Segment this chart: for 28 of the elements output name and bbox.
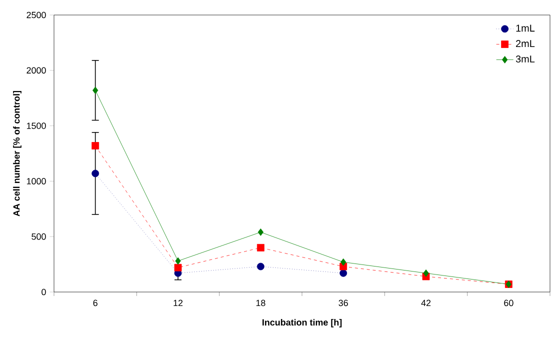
point: [340, 258, 346, 266]
point: [256, 244, 264, 252]
y-tick-label: 0: [42, 288, 46, 296]
y-tick-label: 1000: [26, 178, 46, 184]
point: [340, 269, 348, 277]
x-tick-label: 6: [93, 300, 98, 306]
y-axis-title: AA cell number [% of control]: [13, 90, 22, 216]
x-axis-title: Incubation time [h]: [262, 318, 342, 328]
x-tick-label: 12: [174, 300, 183, 306]
y-tick-label: 2000: [26, 67, 46, 74]
legend-label: 3mL: [516, 55, 535, 63]
point: [92, 170, 100, 178]
y-tick-label: 2500: [26, 12, 46, 18]
x-tick-label: 36: [338, 300, 348, 306]
x-tick-label: 60: [504, 300, 514, 306]
y-tick-label: 1500: [26, 122, 46, 129]
point: [258, 228, 264, 236]
x-tick-label: 42: [421, 300, 431, 306]
point: [175, 257, 181, 265]
point: [423, 269, 429, 277]
point: [92, 86, 98, 94]
point: [92, 142, 100, 150]
legend-label: 1mL: [516, 24, 535, 32]
y-tick-label: 500: [32, 233, 46, 240]
point: [174, 264, 182, 272]
x-tick-label: 18: [256, 300, 266, 306]
point: [256, 262, 264, 270]
legend-label: 2mL: [516, 40, 535, 47]
